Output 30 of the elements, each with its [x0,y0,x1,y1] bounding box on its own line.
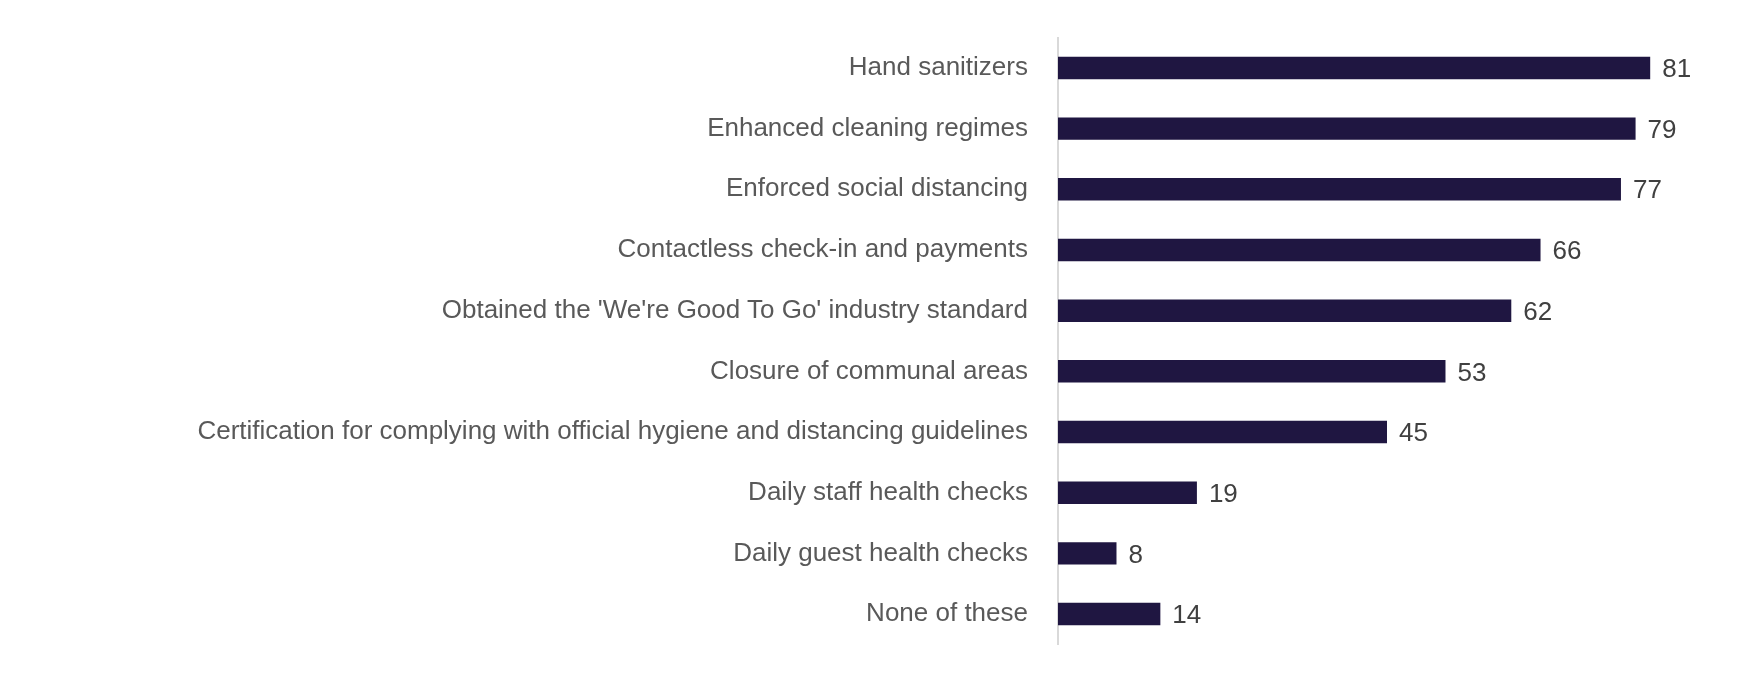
bar [1058,117,1636,140]
data-label: 66 [1552,235,1582,266]
y-tick-label: Hand sanitizers [848,51,1028,82]
y-tick-label: Enforced social distancing [725,172,1028,203]
y-tick-label: Daily guest health checks [733,536,1028,567]
bar [1058,602,1161,626]
data-label: 53 [1457,356,1487,387]
bar [1058,238,1541,262]
data-label: 14 [1172,599,1202,630]
data-label: 19 [1208,477,1238,508]
data-label: 79 [1647,113,1677,144]
bar [1058,56,1651,80]
y-tick-label: Daily staff health checks [748,475,1028,506]
bar [1058,299,1512,322]
data-label: 8 [1128,538,1143,569]
bar [1058,178,1621,201]
data-label: 45 [1399,417,1428,448]
y-tick-label: None of these [866,597,1028,628]
y-tick-label: Closure of communal areas [710,354,1028,385]
y-tick-label: Contactless check-in and payments [617,233,1028,264]
y-tick-label: Certification for complying with official hygiene and distancing guidelines [197,415,1028,446]
y-tick-label: Obtained the 'We're Good To Go' industry standard [441,293,1028,324]
data-label: 81 [1662,53,1692,84]
bar [1058,360,1446,383]
data-label: 62 [1523,295,1553,326]
bar [1058,481,1197,504]
bar [1058,542,1117,565]
bar [1058,420,1387,444]
data-label: 77 [1632,174,1662,205]
y-tick-label: Enhanced cleaning regimes [707,111,1028,142]
